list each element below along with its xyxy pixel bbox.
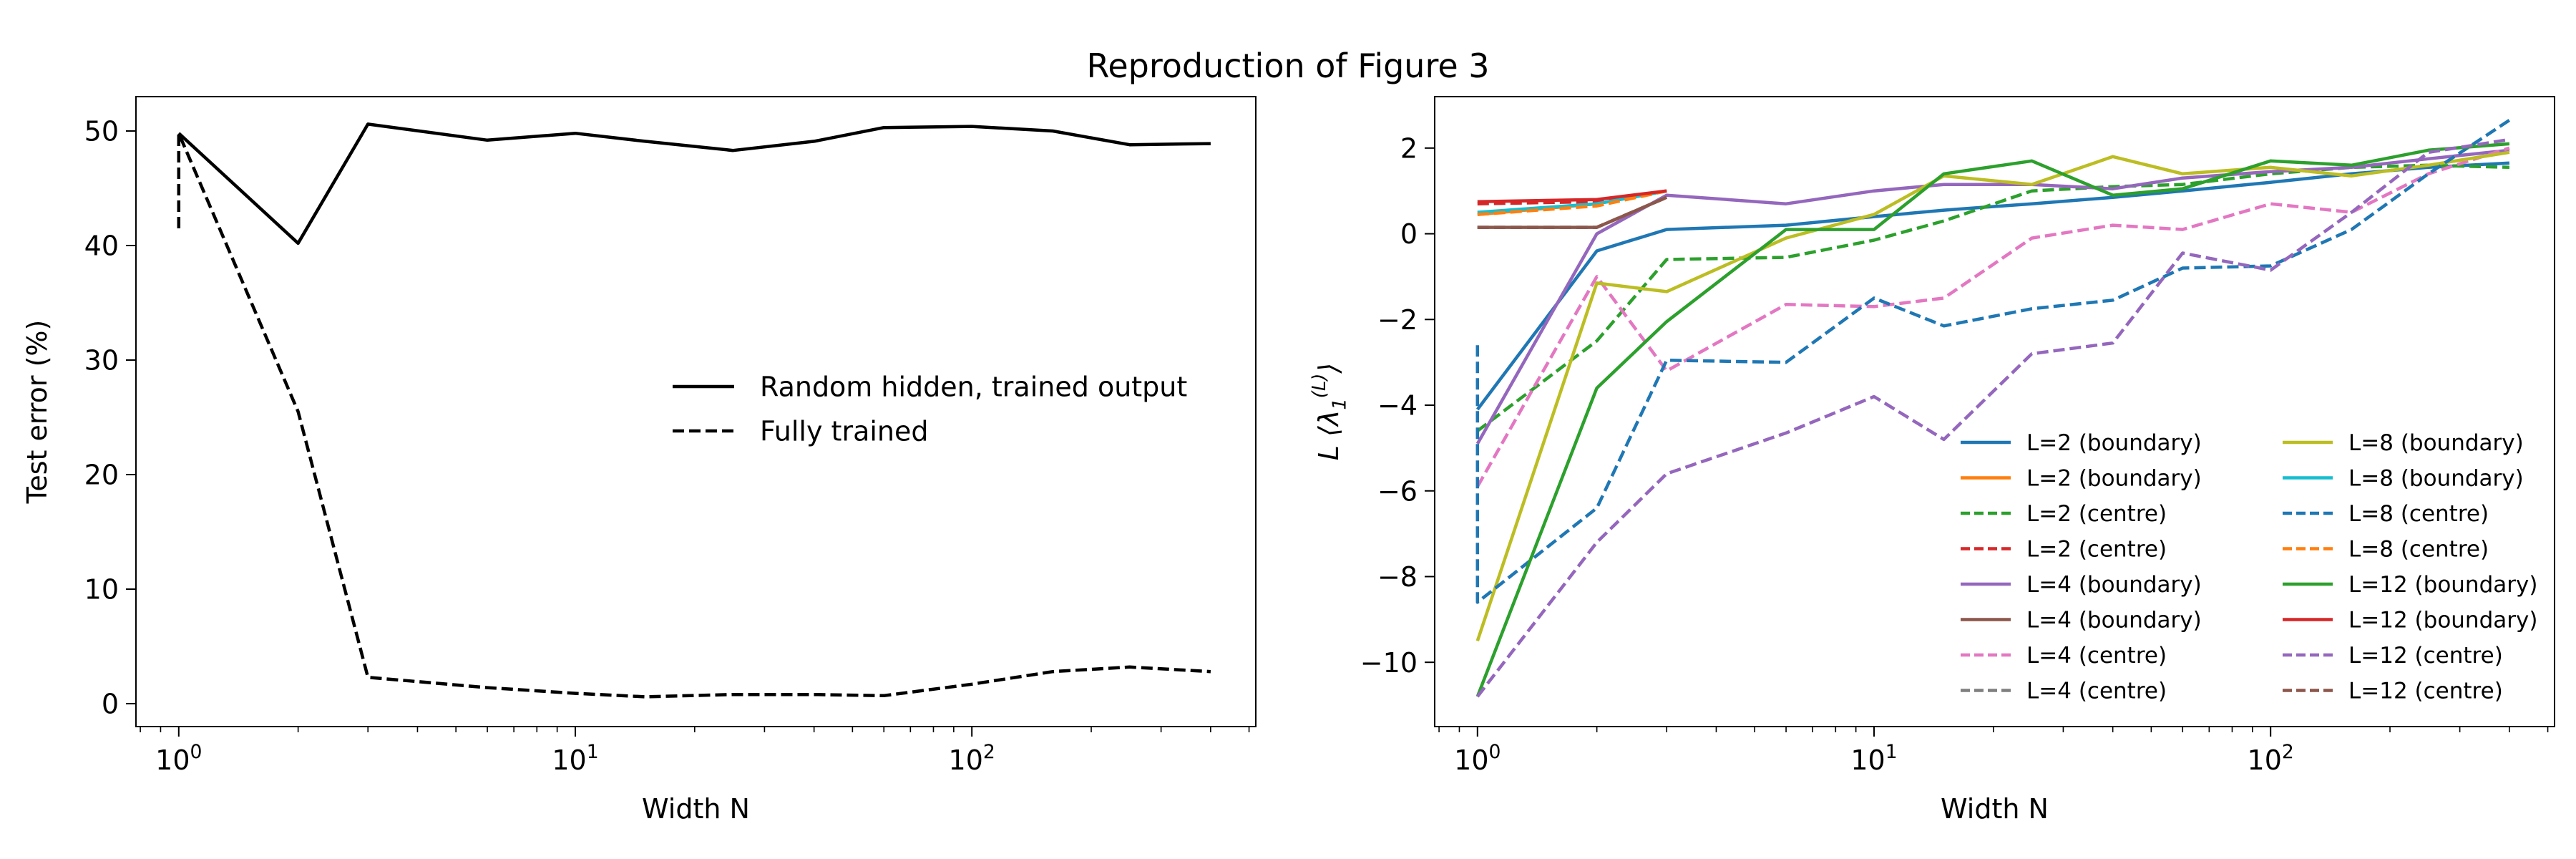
legend-label-l-8-boundary-8: L=8 (boundary) [2348,430,2524,456]
series-line-random-hidden-trained-output-0 [177,122,1211,246]
legend-label-l-12-centre-15: L=12 (centre) [2348,679,2503,704]
y-tick-label: 10 [84,574,119,606]
legend-label-random-hidden-trained-output: Random hidden, trained output [760,372,1187,403]
legend-label-l-12-boundary-12: L=12 (boundary) [2348,572,2537,598]
y-tick-label: −10 [1360,647,1418,679]
legend-label-l-2-boundary-0: L=2 (boundary) [2026,430,2202,456]
legend-label-l-2-boundary-1: L=2 (boundary) [2026,466,2202,492]
series-line-l-12-boundary-13 [1477,189,1667,203]
y-tick-label: 50 [84,116,119,147]
legend-label-l-8-boundary-9: L=8 (boundary) [2348,466,2524,492]
x-tick-label: 100 [155,741,202,776]
plot-area [177,122,1211,699]
axes-frame [1434,96,2555,727]
legend-label-l-4-boundary-4: L=4 (boundary) [2026,572,2202,598]
series-line-fully-trained-1 [177,131,1211,699]
series-line-l-12-centre-15 [1477,195,1668,229]
series-line-l-12-centre-14 [1476,137,2510,698]
y-tick-label: 20 [84,460,119,491]
figure-title: Reproduction of Figure 3 [1086,47,1489,85]
plot-area [1475,119,2511,698]
left-chart: 0 10 20 30 40 50 100 101 102 Width N Test error (%… [21,96,1257,825]
x-axis-label: Width N [1941,793,2049,825]
legend-label-l-4-centre-6: L=4 (centre) [2026,643,2167,669]
y-tick-label: 40 [84,230,119,262]
y-axis-label: Test error (%) [21,320,53,505]
x-tick-label: 102 [949,741,995,776]
legend-label-l-12-boundary-13: L=12 (boundary) [2348,608,2537,634]
legend-label-l-4-centre-7: L=4 (centre) [2026,679,2167,704]
y-tick-label: 0 [1400,218,1418,250]
series-line-l-12-boundary-12 [1475,142,2510,697]
y-tick-label: 2 [1400,133,1418,165]
series-line-l-8-centre-10 [1475,119,2511,604]
legend-label-l-2-centre-3: L=2 (centre) [2026,537,2167,563]
y-tick-label: −4 [1377,390,1418,422]
legend-label-fully-trained: Fully trained [760,416,929,447]
y-tick-label: −2 [1377,304,1418,336]
series-line-l-2-centre-2 [1476,163,2509,432]
y-tick-label: −8 [1377,561,1418,593]
axes-frame [135,96,1257,727]
series-line-l-4-centre-6 [1475,146,2510,487]
legend-label-l-12-centre-14: L=12 (centre) [2348,643,2503,669]
y-tick-label: 30 [84,345,119,377]
legend-label-l-8-centre-11: L=8 (centre) [2348,537,2489,563]
x-tick-label: 101 [552,741,598,776]
legend: Random hidden, trained output Fully train… [673,372,1187,447]
series-line-l-8-centre-11 [1477,189,1667,216]
series-line-l-2-boundary-0 [1476,161,2510,411]
legend: L=2 (boundary) L=2 (boundary) L=2 (centre)… [1961,430,2537,704]
y-axis-label: L ⟨λ1(L)⟩ [1309,363,1351,460]
legend-label-l-2-centre-2: L=2 (centre) [2026,501,2167,527]
legend-label-l-4-boundary-5: L=4 (boundary) [2026,608,2202,634]
y-tick-label: −6 [1377,475,1418,507]
x-tick-label: 101 [1850,741,1897,776]
x-axis-label: Width N [642,793,750,825]
right-chart: −10 −8 −6 −4 −2 0 2 100 101 102 Width N L ⟨λ1(L)⟩ L=… [1309,96,2555,825]
series-line-l-8-boundary-8 [1475,150,2510,642]
legend-label-l-8-centre-10: L=8 (centre) [2348,501,2489,527]
y-tick-label: 0 [102,689,119,720]
x-tick-label: 100 [1454,741,1501,776]
x-tick-label: 102 [2248,741,2294,776]
